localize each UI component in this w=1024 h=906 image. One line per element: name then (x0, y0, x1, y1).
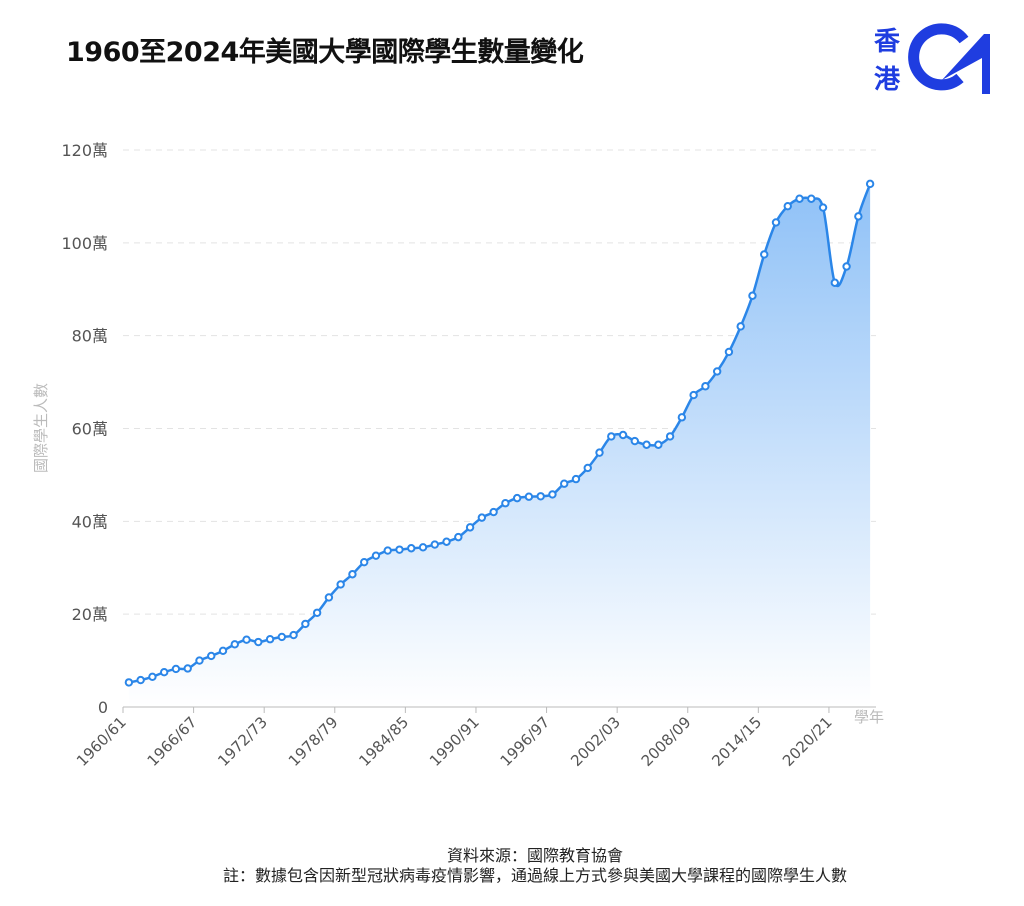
data-point (159, 667, 169, 677)
data-point (148, 672, 157, 682)
data-point (689, 390, 698, 400)
data-point (712, 367, 722, 376)
data-point (701, 382, 710, 391)
data-point (489, 507, 498, 517)
data-point (301, 619, 310, 629)
x-tick-label: 1972/73 (214, 713, 271, 770)
data-point (265, 635, 275, 644)
data-point (524, 492, 534, 501)
data-point (736, 322, 745, 331)
y-tick-label: 100萬 (61, 234, 108, 253)
x-tick-label: 2014/15 (708, 713, 765, 770)
y-tick-label: 40萬 (72, 512, 108, 531)
data-point (665, 432, 675, 441)
data-point (548, 490, 557, 499)
data-point (383, 546, 392, 555)
x-tick-label: 2008/09 (638, 713, 695, 770)
footnote: 註：數據包含因新型冠狀病毒疫情影響，通過線上方式參與美國大學課程的國際學生人數 (222, 866, 847, 885)
data-point (324, 593, 334, 602)
data-point (218, 646, 228, 656)
data-point (595, 448, 604, 457)
hk01-logo: 香 港 (874, 23, 990, 95)
data-point (312, 608, 322, 617)
data-point (748, 291, 757, 300)
data-point (183, 664, 192, 673)
data-point (654, 440, 663, 449)
source-note: 資料來源：國際教育協會 (446, 846, 623, 865)
data-point (277, 632, 287, 642)
svg-text:香: 香 (874, 27, 900, 57)
x-tick-label: 1966/67 (144, 713, 201, 770)
data-point (407, 544, 416, 553)
data-point (795, 194, 804, 203)
data-point (760, 250, 769, 259)
x-tick-label: 1990/91 (426, 713, 483, 770)
data-point (136, 675, 145, 685)
data-point (771, 218, 781, 227)
x-tick-label: 1984/85 (355, 713, 412, 770)
y-tick-label: 60萬 (72, 420, 108, 439)
data-point (677, 413, 687, 422)
data-point (465, 523, 475, 532)
y-tick-label: 20萬 (72, 605, 108, 624)
x-tick-label: 1978/79 (285, 713, 342, 770)
data-point (359, 557, 369, 567)
x-tick-label: 1996/97 (497, 713, 554, 770)
y-tick-label: 0 (98, 698, 108, 717)
svg-text:港: 港 (874, 65, 901, 95)
series-line (128, 183, 872, 684)
data-point (501, 499, 510, 508)
chart-title: 1960至2024年美國大學國際學生數量變化 (66, 37, 584, 68)
data-point (783, 201, 792, 211)
data-point (571, 474, 581, 484)
data-point (254, 637, 263, 647)
data-point (818, 203, 828, 212)
y-axis-label: 國際學生人數 (32, 383, 50, 473)
data-point (807, 194, 816, 203)
data-point (642, 440, 651, 449)
data-point (724, 347, 734, 357)
data-point (454, 532, 463, 542)
data-point (171, 664, 181, 674)
data-point (348, 570, 357, 579)
data-point (124, 678, 134, 687)
x-tick-label: 2002/03 (567, 713, 624, 770)
data-point (242, 635, 251, 644)
data-point (195, 656, 204, 665)
data-point (618, 430, 628, 440)
area-fill (128, 183, 871, 708)
data-point (207, 651, 216, 661)
y-tick-label: 120萬 (61, 141, 108, 160)
data-point (854, 212, 863, 221)
x-axis-label: 學年 (854, 708, 884, 726)
data-point (607, 432, 616, 441)
y-tick-label: 80萬 (72, 327, 108, 346)
x-tick-label: 2020/21 (779, 713, 836, 770)
data-point (395, 545, 404, 554)
data-point (336, 580, 345, 589)
data-point (630, 436, 640, 446)
x-tick-label: 1960/61 (73, 713, 130, 770)
data-point (512, 493, 522, 503)
data-point (842, 262, 851, 271)
data-point (230, 640, 239, 649)
data-point (583, 463, 592, 473)
data-point (830, 278, 840, 287)
data-point (289, 630, 298, 640)
data-point (430, 540, 439, 549)
data-point (865, 179, 875, 189)
data-point (371, 551, 381, 560)
data-point (477, 513, 487, 522)
data-point (442, 537, 451, 546)
data-point (560, 479, 569, 488)
data-point (536, 492, 545, 501)
data-point (418, 543, 428, 552)
